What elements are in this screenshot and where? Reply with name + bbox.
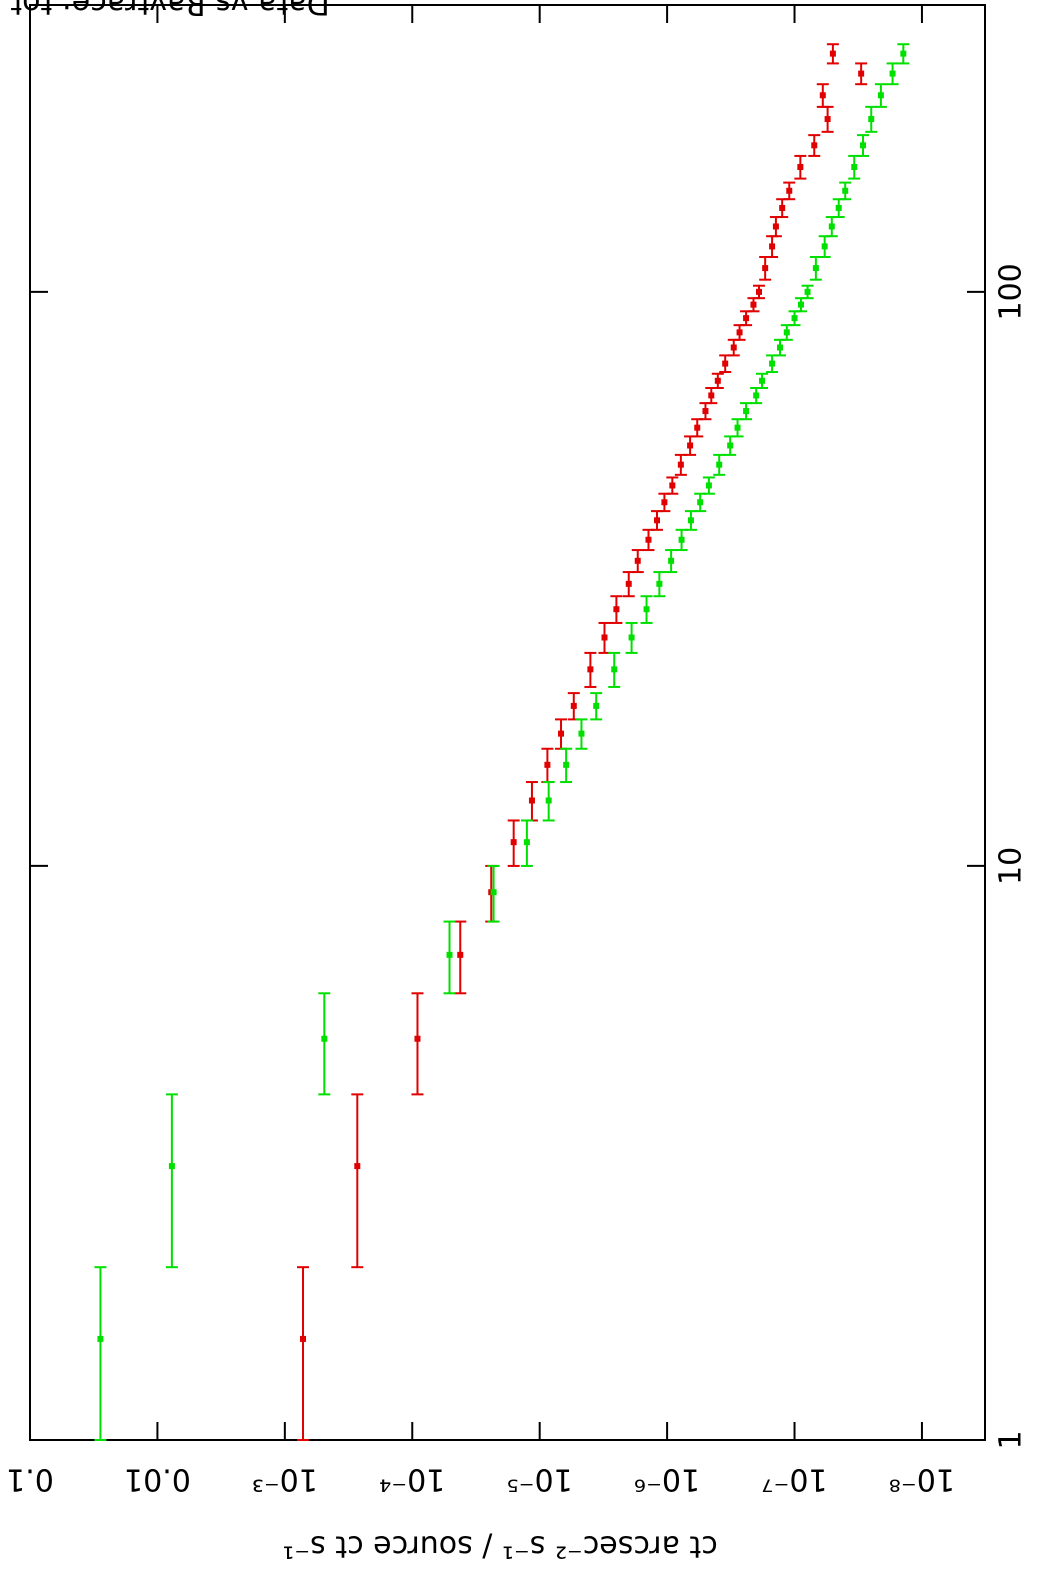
y-axis-label: ct arcsec⁻² s⁻¹ / source ct s⁻¹ <box>282 1529 717 1564</box>
point <box>545 797 552 804</box>
point <box>687 517 694 524</box>
point <box>643 606 650 613</box>
point <box>687 442 694 449</box>
point <box>321 1035 328 1042</box>
y-tick-label: 10⁻⁴ <box>379 1462 445 1497</box>
point <box>702 408 709 415</box>
point <box>678 536 685 543</box>
x-tick-label: 100 <box>994 263 1029 320</box>
y-tick-label: 0.1 <box>6 1462 54 1497</box>
point <box>611 666 618 673</box>
point <box>756 288 763 295</box>
point <box>797 301 804 308</box>
point <box>97 1335 104 1342</box>
point <box>668 557 675 564</box>
point <box>743 408 750 415</box>
point <box>753 392 760 399</box>
plot-frame <box>29 4 986 1441</box>
point <box>730 344 737 351</box>
point <box>750 301 757 308</box>
point <box>528 797 535 804</box>
point <box>446 951 453 958</box>
point <box>769 243 776 250</box>
point <box>563 761 570 768</box>
point <box>714 377 721 384</box>
point <box>593 702 600 709</box>
point <box>786 187 793 194</box>
point <box>694 424 701 431</box>
point <box>300 1335 307 1342</box>
point <box>804 288 811 295</box>
point <box>587 666 594 673</box>
point <box>523 839 530 846</box>
point <box>858 70 865 77</box>
x-tick-label: 1 <box>994 1430 1029 1449</box>
y-tick-label: 0.01 <box>124 1462 191 1497</box>
point <box>645 536 652 543</box>
point <box>457 951 464 958</box>
point <box>634 557 641 564</box>
point <box>354 1163 361 1170</box>
point <box>779 204 786 211</box>
y-tick-label: 10⁻⁶ <box>634 1462 700 1497</box>
point <box>828 223 835 230</box>
point <box>722 360 729 367</box>
point <box>661 499 668 506</box>
point <box>697 499 704 506</box>
y-tick-label: 10⁻⁸ <box>889 1462 955 1497</box>
point <box>734 424 741 431</box>
point <box>570 702 577 709</box>
point <box>613 606 620 613</box>
point <box>821 243 828 250</box>
x-tick-label: 10 <box>994 847 1029 885</box>
point <box>669 482 676 489</box>
y-tick-label: 10⁻⁷ <box>762 1462 828 1497</box>
point <box>877 92 884 99</box>
point <box>727 442 734 449</box>
point <box>716 461 723 468</box>
point <box>769 360 776 367</box>
point <box>783 329 790 336</box>
point <box>601 634 608 641</box>
point <box>578 730 585 737</box>
point <box>777 344 784 351</box>
point <box>797 164 804 171</box>
point <box>736 329 743 336</box>
point <box>812 265 819 272</box>
point <box>414 1035 421 1042</box>
point <box>762 265 769 272</box>
point <box>819 92 826 99</box>
point <box>758 377 765 384</box>
point <box>705 482 712 489</box>
point <box>656 580 663 587</box>
point <box>544 761 551 768</box>
point <box>900 50 907 57</box>
point <box>743 315 750 322</box>
point <box>835 204 842 211</box>
point <box>868 116 875 123</box>
point <box>558 730 565 737</box>
point <box>829 50 836 57</box>
point <box>654 517 661 524</box>
point <box>811 142 818 149</box>
point <box>842 187 849 194</box>
y-tick-label: 10⁻³ <box>252 1462 318 1497</box>
point <box>168 1163 175 1170</box>
point <box>860 142 867 149</box>
point <box>824 116 831 123</box>
point <box>851 164 858 171</box>
point <box>791 315 798 322</box>
point <box>625 580 632 587</box>
point <box>490 889 497 896</box>
point <box>677 461 684 468</box>
point <box>772 223 779 230</box>
point <box>889 70 896 77</box>
chart-title: Data vs Raytrace: tot <box>10 0 330 21</box>
point <box>708 392 715 399</box>
point <box>510 839 517 846</box>
y-tick-label: 10⁻⁵ <box>507 1462 573 1497</box>
point <box>628 634 635 641</box>
